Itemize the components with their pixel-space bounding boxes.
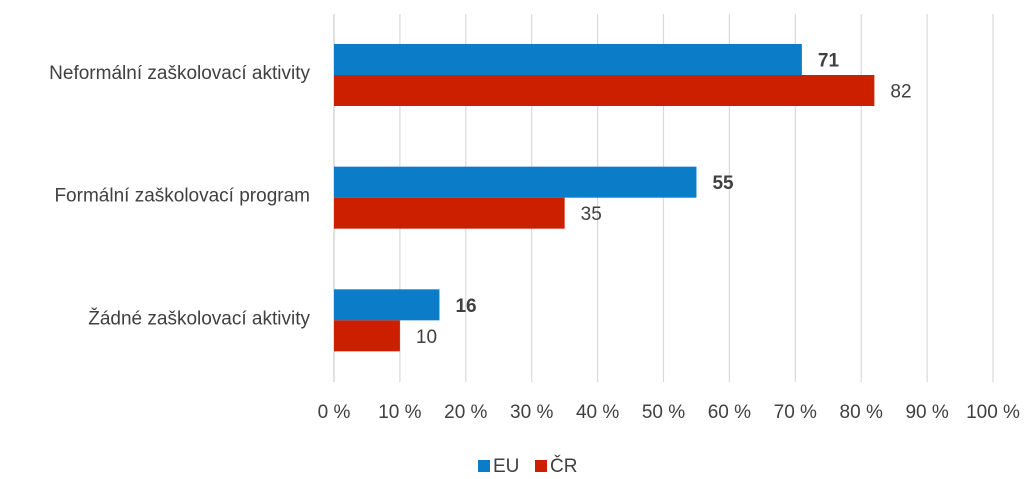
- x-tick-label: 0 %: [318, 402, 351, 423]
- legend-swatch: [535, 460, 547, 472]
- x-tick-label: 90 %: [905, 402, 948, 423]
- data-label: 16: [455, 296, 476, 317]
- data-label: 82: [890, 82, 911, 103]
- data-labels: 71 82 55 35 16 10: [416, 51, 912, 348]
- x-tick-label: 70 %: [774, 402, 817, 423]
- category-label: Žádné zaškolovací aktivity: [88, 307, 310, 329]
- category-label: Neformální zaškolovací aktivity: [49, 63, 310, 84]
- category-labels: Neformální zaškolovací aktivity Formální …: [49, 63, 310, 329]
- x-tick-label: 50 %: [642, 402, 685, 423]
- legend-label: ČR: [550, 455, 577, 477]
- bars: [334, 44, 875, 352]
- bar-čr: [334, 75, 875, 106]
- x-tick-label: 20 %: [444, 402, 487, 423]
- data-label: 35: [581, 204, 602, 225]
- data-label: 10: [416, 327, 437, 348]
- legend-swatch: [478, 460, 490, 472]
- x-tick-label: 10 %: [378, 402, 421, 423]
- bar-eu: [334, 289, 440, 321]
- data-label: 71: [818, 51, 840, 72]
- x-tick-label: 80 %: [840, 402, 883, 423]
- category-label: Formální zaškolovací program: [54, 186, 310, 207]
- bar-čr: [334, 197, 565, 229]
- legend-label: EU: [493, 456, 519, 477]
- x-tick-label: 30 %: [510, 402, 553, 423]
- data-label: 55: [712, 173, 734, 194]
- x-tick-label: 100 %: [966, 402, 1020, 423]
- bar-eu: [334, 166, 697, 198]
- x-tick-label: 60 %: [708, 402, 751, 423]
- legend: EU ČR: [478, 455, 577, 477]
- x-tick-label: 40 %: [576, 402, 619, 423]
- x-tick-labels: 0 % 10 % 20 % 30 % 40 % 50 % 60 % 70 % 80 % 90 % 1…: [318, 402, 1020, 423]
- bar-eu: [334, 44, 802, 75]
- bar-čr: [334, 320, 400, 352]
